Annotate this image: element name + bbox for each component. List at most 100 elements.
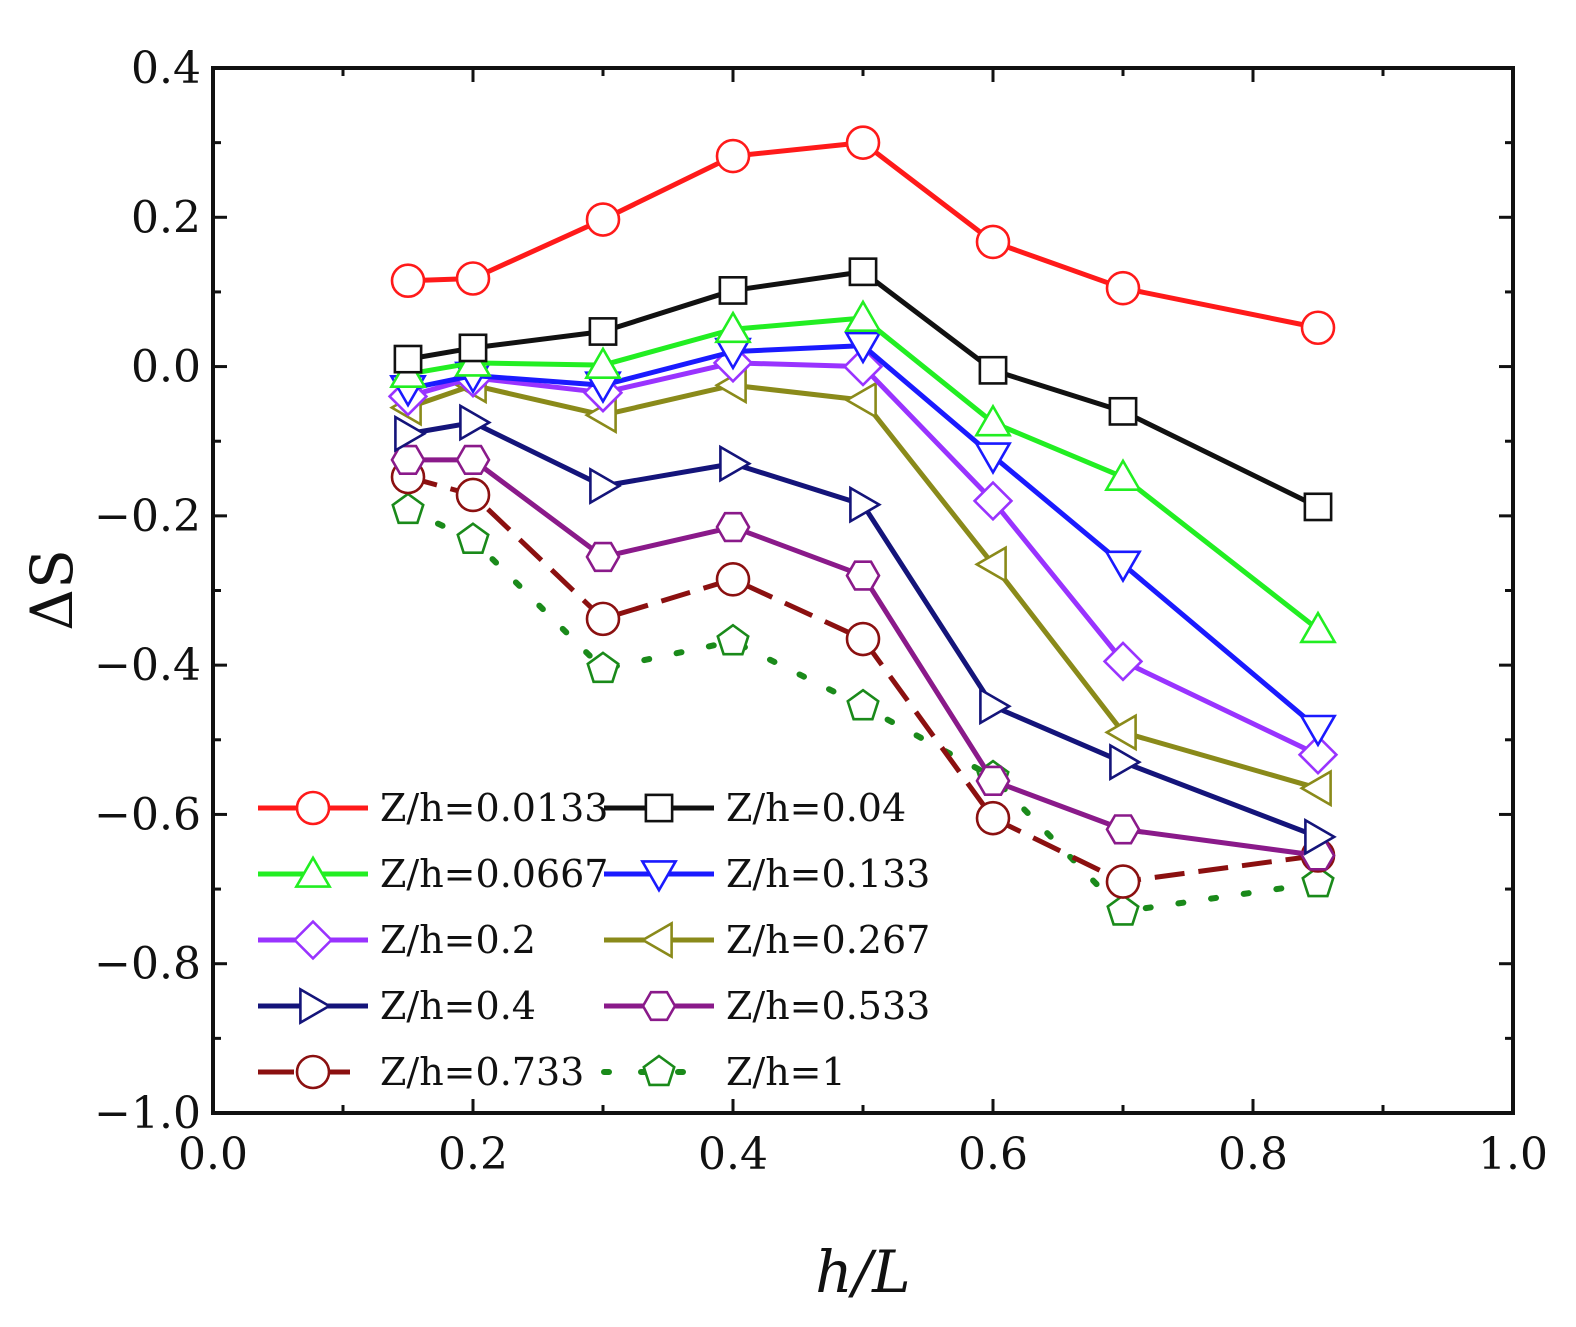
data-point	[394, 414, 427, 453]
legend-label: Z/h=0.533	[726, 984, 930, 1028]
data-point	[586, 651, 620, 684]
y-tick-label: −1.0	[94, 1088, 201, 1139]
data-point	[1300, 310, 1336, 346]
data-point	[1109, 743, 1142, 782]
series-z-h-0-533	[390, 444, 1336, 871]
legend-marker	[641, 990, 677, 1022]
legend-marker	[640, 921, 673, 959]
data-point	[848, 257, 878, 287]
data-point	[585, 202, 621, 237]
legend-marker	[295, 1054, 331, 1090]
legend-marker	[299, 987, 332, 1025]
x-tick-label: 0.6	[958, 1129, 1028, 1180]
series-line	[407, 474, 1319, 885]
series-layer	[387, 125, 1339, 926]
legend-item: Z/h=0.267	[604, 918, 930, 962]
data-point	[585, 541, 621, 573]
data-point	[1301, 865, 1335, 898]
legend-label: Z/h=0.133	[726, 852, 930, 896]
legend-marker	[294, 855, 332, 888]
legend-item: Z/h=0.133	[604, 852, 930, 896]
x-tick-label: 0.8	[1218, 1129, 1288, 1180]
x-tick-label: 0.2	[438, 1129, 508, 1180]
series-line	[407, 315, 1320, 632]
data-point	[588, 317, 618, 346]
y-tick-label: 0.4	[131, 43, 201, 94]
data-point	[1105, 270, 1141, 306]
series-line	[407, 269, 1320, 510]
legend-label: Z/h=1	[726, 1050, 846, 1094]
legend-marker	[642, 1054, 676, 1087]
series-line	[405, 506, 1321, 915]
data-point	[589, 467, 622, 505]
legend-label: Z/h=0.2	[380, 918, 536, 962]
data-point	[455, 261, 491, 296]
data-point	[1297, 734, 1339, 775]
legend-item: Z/h=0.4	[258, 984, 536, 1028]
y-tick-label: −0.2	[94, 491, 201, 542]
series-z-h-0-0133	[390, 125, 1336, 346]
legend-label: Z/h=0.4	[380, 984, 536, 1028]
data-point	[978, 355, 1008, 385]
data-point	[844, 381, 877, 420]
data-point	[458, 333, 488, 363]
x-tick-label: 0.0	[178, 1129, 248, 1180]
data-point	[1102, 641, 1144, 682]
legend-item: Z/h=0.733	[258, 1050, 584, 1094]
data-point	[972, 480, 1014, 522]
series-line	[407, 420, 1319, 840]
series-line	[408, 457, 1319, 858]
data-point	[849, 485, 882, 524]
data-point	[845, 621, 881, 657]
legend-item: Z/h=0.0667	[258, 852, 608, 896]
data-point	[1104, 713, 1137, 752]
axis-tick-labels: 0.0 0.2 0.4 0.6 0.8 1.0 0.4 0.2 0.0 −0.2 −0.4 −0.6 −…	[94, 43, 1548, 1180]
data-point	[842, 346, 884, 387]
legend-item: Z/h=1	[601, 1050, 846, 1094]
data-point	[715, 511, 751, 543]
legend-item: Z/h=0.04	[604, 786, 906, 830]
legend-marker	[295, 790, 331, 826]
data-point	[1299, 769, 1332, 808]
data-point	[1104, 458, 1142, 491]
series-line	[407, 382, 1319, 791]
data-point	[390, 444, 426, 476]
data-point	[1299, 610, 1337, 644]
legend-item: Z/h=0.0133	[258, 786, 608, 830]
data-point	[715, 562, 751, 597]
y-tick-label: −0.6	[94, 789, 201, 840]
data-point	[715, 138, 751, 174]
x-tick-label: 0.4	[698, 1129, 768, 1180]
legend: Z/h=0.0133 Z/h=0.04 Z/h=0.0667 Z/h=0.133 Z/h…	[258, 786, 930, 1094]
data-point	[979, 687, 1012, 726]
data-point	[1303, 492, 1333, 522]
x-axis-title: h/L	[815, 1238, 910, 1306]
data-point	[1104, 550, 1142, 584]
series-line	[407, 360, 1320, 757]
y-axis-title: ΔS	[18, 549, 86, 631]
data-point	[844, 299, 882, 332]
data-point	[844, 331, 882, 365]
legend-item: Z/h=0.2	[258, 918, 536, 962]
data-point	[456, 522, 490, 554]
series-line	[407, 343, 1320, 731]
data-point	[974, 442, 1012, 475]
series-z-h-0-0667	[389, 299, 1337, 644]
data-point	[393, 344, 423, 374]
series-z-h-0-733	[390, 459, 1336, 899]
legend-label: Z/h=0.733	[380, 1050, 584, 1094]
data-point	[391, 492, 425, 525]
data-point	[845, 125, 881, 160]
data-point	[1105, 814, 1141, 845]
data-point	[714, 310, 752, 344]
series-z-h-0-4	[394, 403, 1337, 856]
y-tick-label: −0.8	[94, 939, 201, 990]
y-tick-label: −0.4	[94, 640, 201, 691]
data-point	[1299, 714, 1337, 748]
legend-label: Z/h=0.0667	[380, 852, 608, 896]
data-point	[1304, 817, 1337, 856]
data-point	[585, 601, 621, 637]
x-tick-label: 1.0	[1478, 1129, 1548, 1180]
data-point	[718, 276, 748, 305]
legend-marker	[644, 793, 674, 823]
